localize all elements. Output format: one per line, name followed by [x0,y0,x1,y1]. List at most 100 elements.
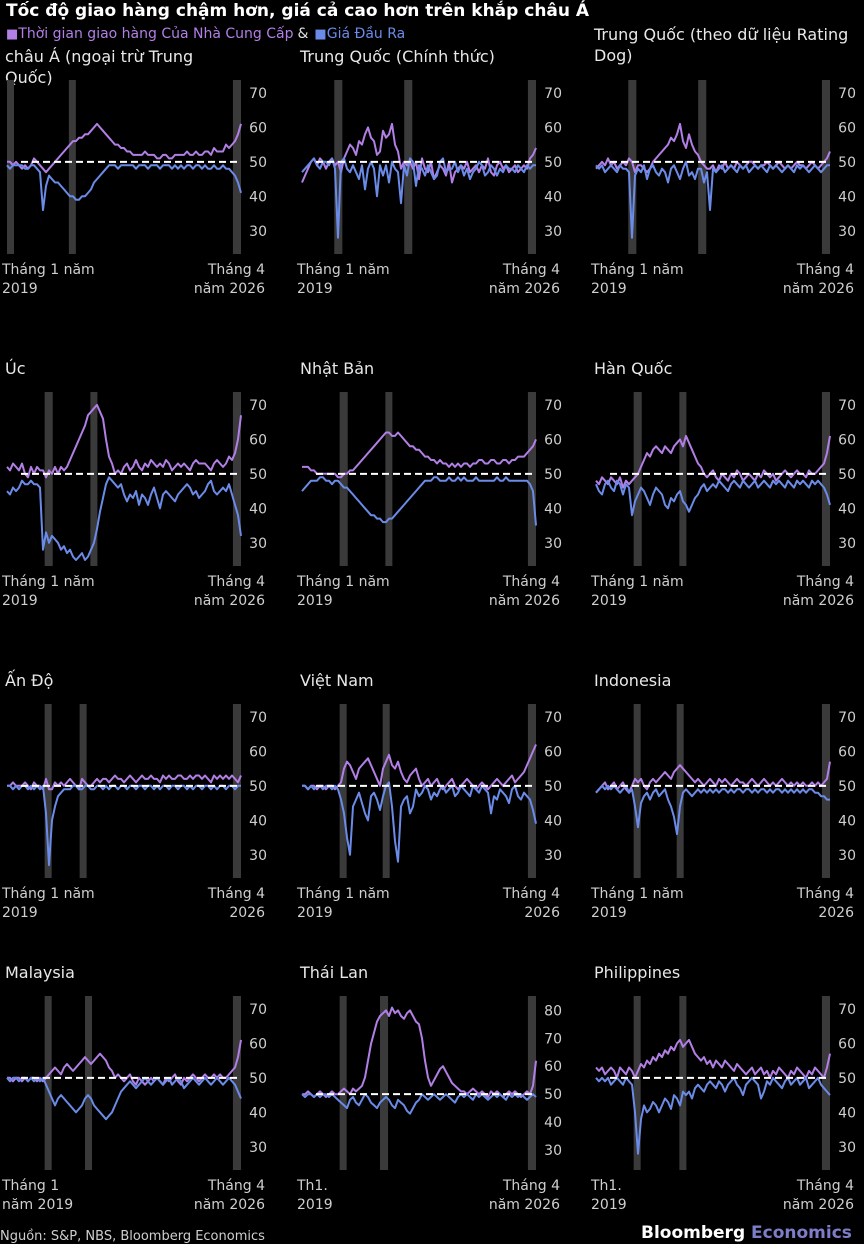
shaded-period [339,996,347,1170]
x-end-label: Tháng 4 [796,262,854,278]
shaded-period [232,996,241,1170]
y-tick-label: 30 [249,536,267,552]
y-tick-label: 70 [838,86,856,102]
shaded-period [44,392,53,566]
y-tick-label: 40 [544,501,562,517]
x-start-label: Tháng 1 năm [1,574,95,590]
x-end-label: Tháng 4 [207,1178,265,1194]
shaded-period [232,704,241,878]
shaded-period [633,392,642,566]
x-start-label: Th1. [296,1178,328,1194]
y-tick-label: 30 [838,848,856,864]
y-tick-label: 40 [544,189,562,205]
shaded-period [44,704,52,878]
x-start-label: Tháng 1 năm [590,886,684,902]
series-supplier-delivery-line [302,744,537,791]
legend-marker-output-prices: ■ [314,27,327,42]
y-tick-label: 30 [544,536,562,552]
y-tick-label: 50 [838,1071,856,1087]
x-end-label: năm 2026 [783,281,854,297]
series-supplier-delivery-line [595,1038,831,1079]
panel-title: châu Á (ngoại trừ Trung Quốc) [5,47,194,87]
x-end-label: 2026 [229,905,265,921]
x-end-label: Tháng 4 [796,574,854,590]
x-end-label: năm 2026 [783,593,854,609]
y-tick-label: 40 [249,1105,267,1121]
x-start-label: 2019 [591,281,627,297]
panel-3: 30 40 50 60 70 Tháng 1 năm 2019 Tháng 4 năm 2026 [1,392,267,609]
series-supplier-delivery-line [595,761,831,794]
series-output-prices-line [301,476,537,526]
series-supplier-delivery-line [302,1006,537,1098]
shaded-period [68,80,76,254]
panel-title: Philippines [594,963,681,982]
x-end-label: năm 2026 [489,593,560,609]
series-output-prices-line [301,1093,537,1115]
bloomberg-economics-logo: Bloomberg Economics [641,1223,852,1243]
y-tick-label: 50 [249,779,267,795]
series-output-prices-line [6,1076,242,1121]
series-output-prices-line [595,160,830,239]
x-start-label: Tháng 1 [1,1178,59,1194]
y-tick-label: 60 [838,120,856,136]
panel-2: 30 40 50 60 70 Tháng 1 năm 2019 Tháng 4 năm 2026 [590,80,856,297]
y-tick-label: 70 [544,398,562,414]
panel-title: Trung Quốc (Chính thức) [300,47,495,66]
x-start-label: Tháng 1 năm [296,262,390,278]
series-supplier-delivery-line [595,434,831,489]
x-start-label: 2019 [591,593,627,609]
y-tick-label: 60 [838,432,856,448]
series-output-prices-line [302,781,537,863]
panel-title: Hàn Quốc [594,359,673,378]
x-end-label: Tháng 4 [207,262,265,278]
panel-title: Indonesia [594,671,672,690]
x-start-label: Tháng 1 năm [296,886,390,902]
y-tick-label: 40 [249,189,267,205]
x-start-label: 2019 [591,1197,627,1213]
y-tick-label: 70 [838,1002,856,1018]
shaded-period [628,80,637,254]
y-tick-label: 70 [838,398,856,414]
panel-title: Thái Lan [300,963,369,982]
x-start-label: 2019 [297,905,333,921]
panel-title: Nhật Bản [300,359,375,378]
x-start-label: 2019 [2,593,38,609]
y-tick-label: 70 [249,1002,267,1018]
y-tick-label: 70 [544,710,562,726]
shaded-period [821,996,830,1170]
x-start-label: Tháng 1 năm [590,574,684,590]
y-tick-label: 50 [249,155,267,171]
x-end-label: 2026 [524,905,560,921]
panel-title: Ấn Độ [5,671,54,690]
shaded-period [334,80,343,254]
y-tick-label: 70 [544,1031,562,1047]
x-end-label: năm 2026 [194,281,265,297]
panel-title: Trung Quốc (theo dữ liệu Rating Dog) [594,25,849,65]
y-tick-label: 60 [838,1036,856,1052]
panel-9: 30 40 50 60 70 Tháng 1 năm 2019 Tháng 4 năm 2026 [1,996,267,1213]
y-tick-label: 60 [544,744,562,760]
shaded-period [385,392,393,566]
panel-title: Malaysia [5,963,75,982]
panel-7: 30 40 50 60 70 Tháng 1 năm 2019 Tháng 4 2026 [296,704,562,921]
shaded-period [679,996,687,1170]
shaded-period [821,704,830,878]
panel-5: 30 40 50 60 70 Tháng 1 năm 2019 Tháng 4 năm 2026 [590,392,856,609]
y-tick-label: 40 [544,1115,562,1131]
x-end-label: Tháng 4 [502,262,560,278]
panel-10: 30 40 50 60 70 80 Th1. 2019 Tháng 4 năm 2026 [296,996,562,1213]
y-tick-label: 40 [249,813,267,829]
logo-part-economics: Economics [751,1223,852,1243]
x-start-label: Th1. [590,1178,622,1194]
shaded-period [527,704,536,878]
y-tick-label: 50 [544,467,562,483]
series-supplier-delivery-line [6,403,242,479]
series-supplier-delivery-line [302,431,537,479]
series-supplier-delivery-line [7,774,242,791]
legend: ■Thời gian giao hàng Của Nhà Cung Cấp & ■G… [6,26,409,42]
panel-title: Úc [5,359,26,378]
shaded-period [821,392,830,566]
x-end-label: Tháng 4 [796,886,854,902]
y-tick-label: 70 [249,398,267,414]
x-start-label: 2019 [297,593,333,609]
